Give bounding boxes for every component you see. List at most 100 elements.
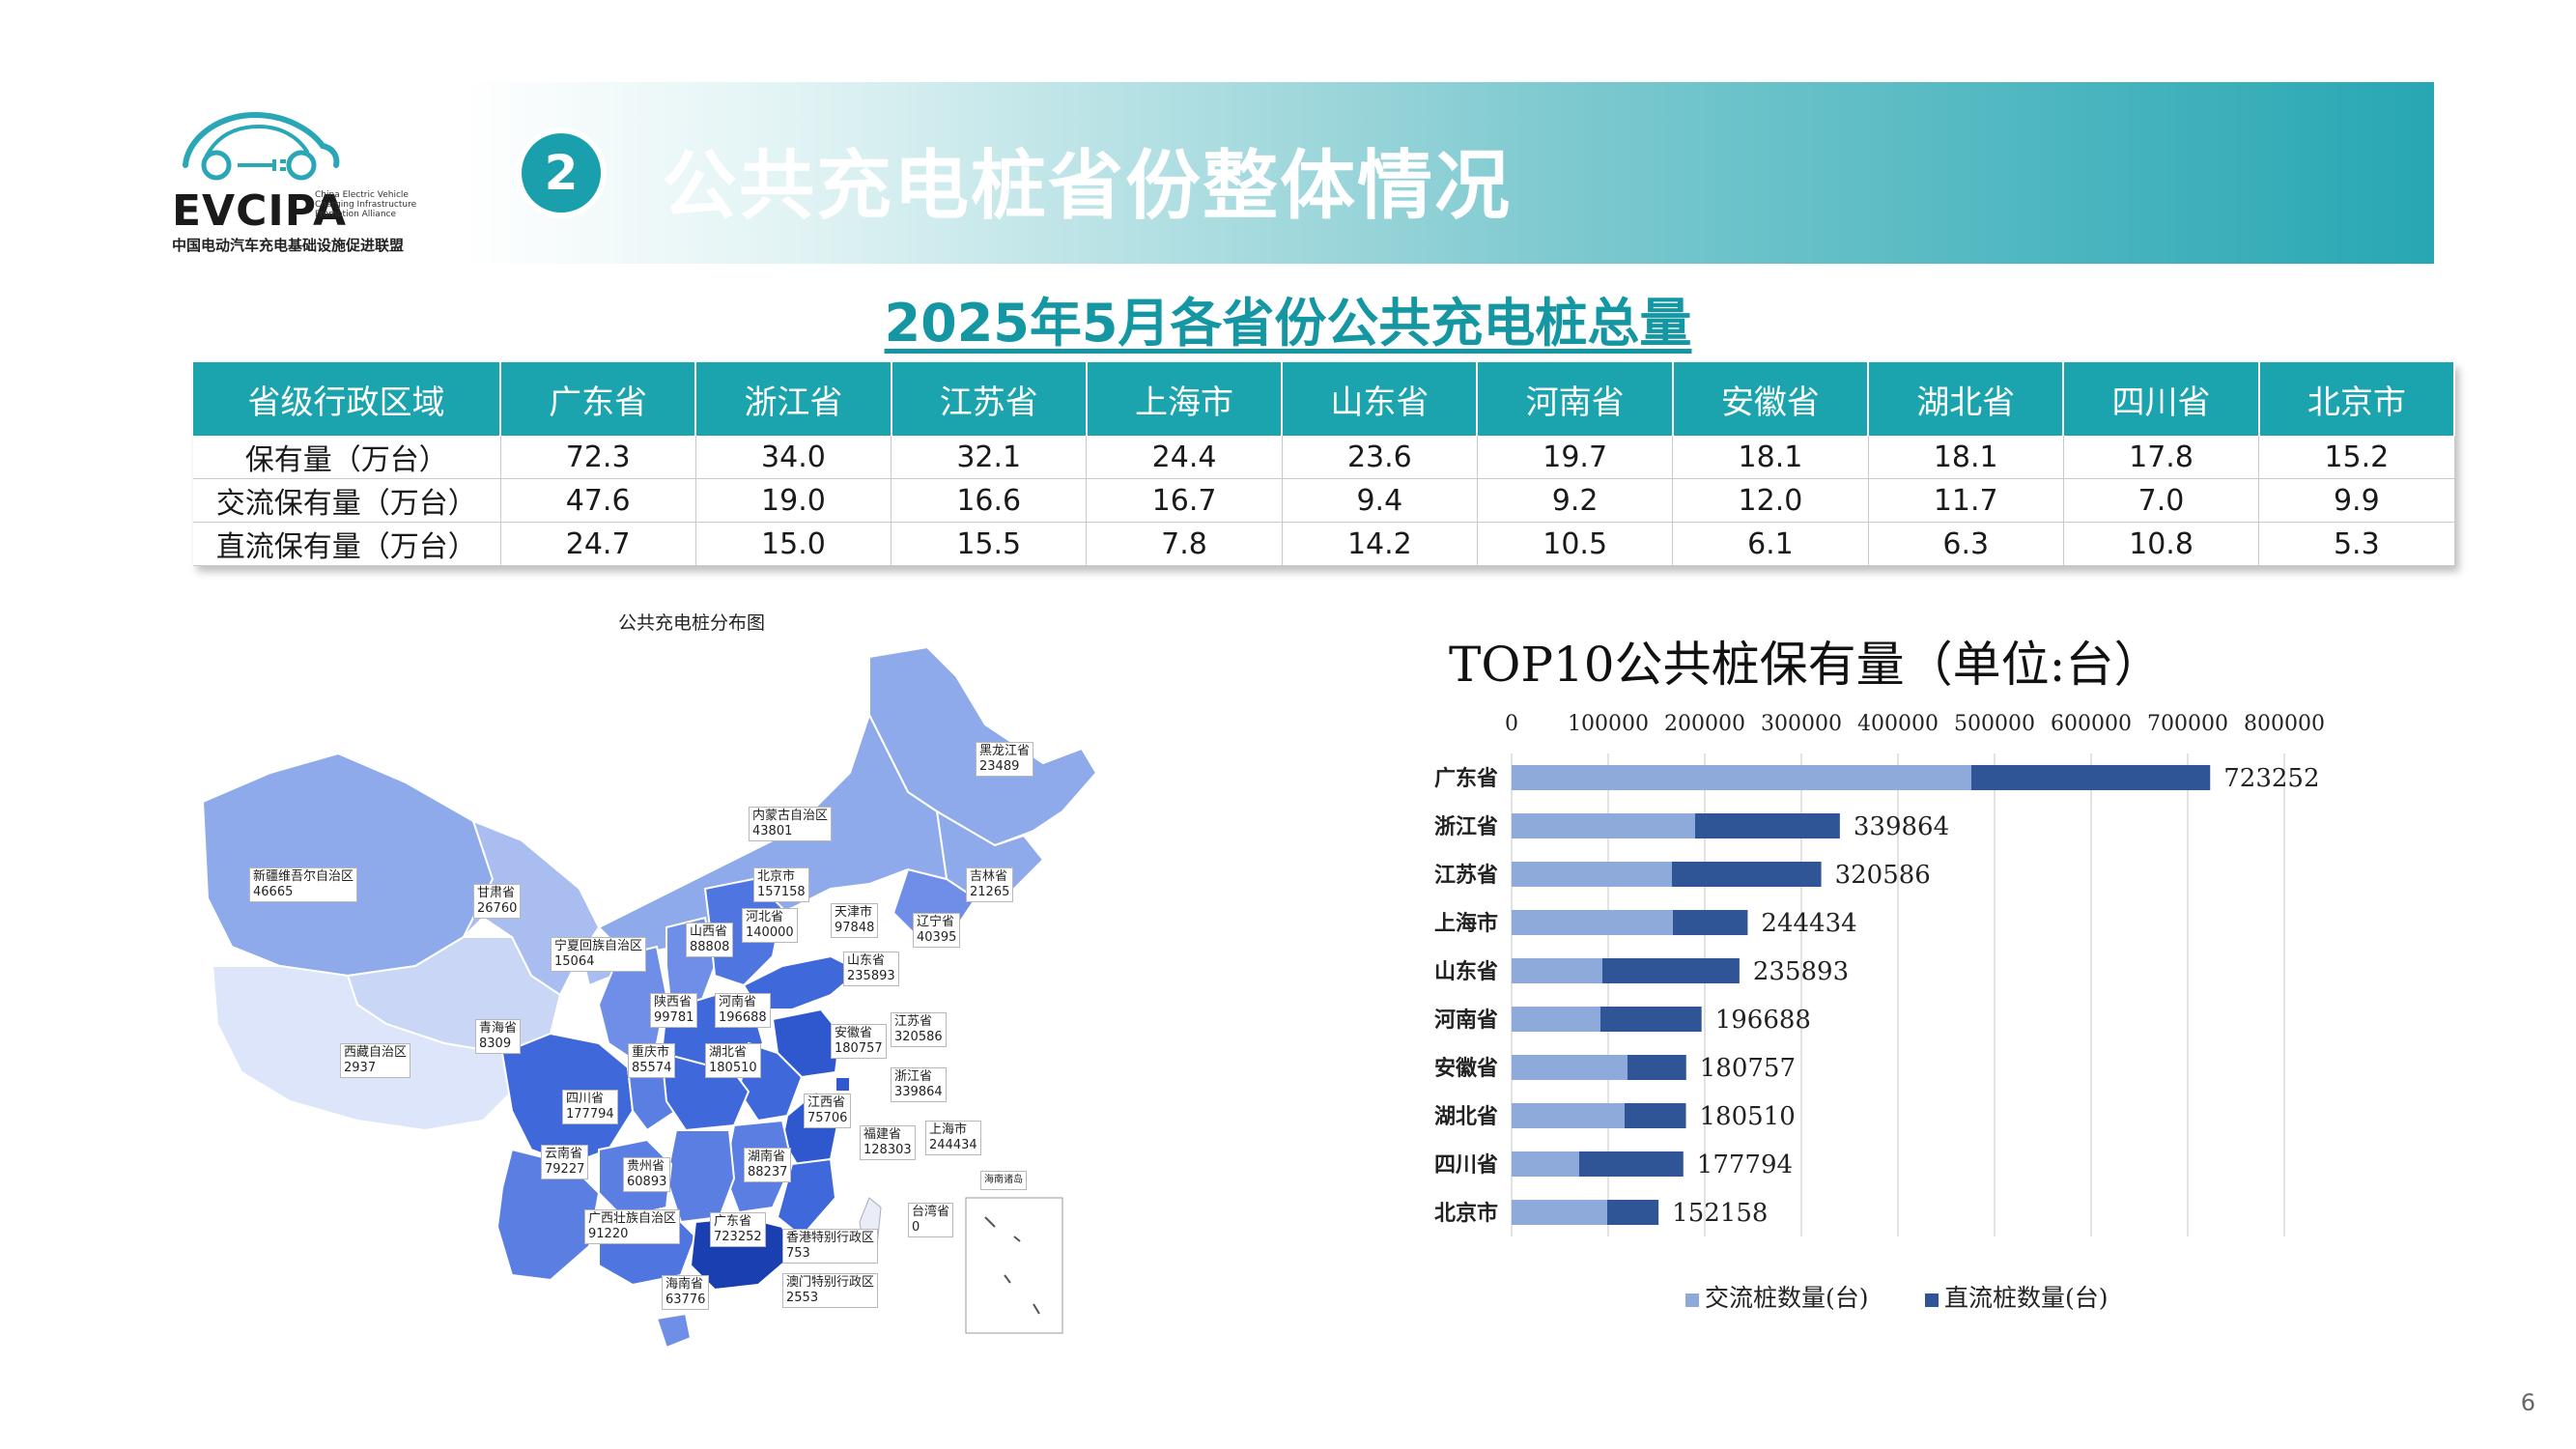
map-label-name: 海南省	[665, 1277, 704, 1292]
bar-segment-dc	[1607, 1200, 1659, 1225]
x-tick-label: 100000	[1568, 712, 1649, 736]
map-label-name: 上海市	[929, 1122, 968, 1137]
top10-bar-chart: 0 100000 200000 300000 400000 500000 600000 700…	[1434, 712, 2325, 1312]
table-cell: 9.9	[2258, 478, 2455, 523]
x-tick-label: 600000	[2051, 712, 2132, 736]
map-label-name: 新疆维吾尔自治区	[253, 869, 354, 884]
map-label: 重庆市 85574	[628, 1043, 676, 1078]
legend-label: 直流桩数量(台)	[1944, 1284, 2109, 1312]
bar-segment-ac	[1512, 1055, 1628, 1080]
map-label: 台湾省 0	[908, 1203, 954, 1237]
table-header-province: 湖北省	[1868, 362, 2065, 436]
map-label-name: 江西省	[807, 1095, 846, 1110]
table-row-label: 直流保有量（万台）	[193, 522, 501, 566]
table-cell: 15.5	[891, 522, 1088, 566]
map-label-name: 四川省	[566, 1092, 605, 1106]
map-label-value: 180757	[835, 1041, 883, 1056]
map-label-value: 2937	[344, 1061, 377, 1075]
map-label-name: 台湾省	[912, 1205, 950, 1219]
table-cell: 16.6	[891, 478, 1088, 523]
map-label-value: 180510	[709, 1061, 757, 1075]
map-label-name: 辽宁省	[917, 915, 955, 929]
map-label-name: 黑龙江省	[979, 744, 1031, 758]
map-region-fujian	[776, 1157, 837, 1238]
table-cell: 10.5	[1477, 522, 1674, 566]
table-cell: 15.0	[695, 522, 892, 566]
map-label-value: 88237	[748, 1165, 788, 1179]
map-label-value: 8309	[479, 1037, 512, 1051]
map-label-value: 43801	[752, 824, 793, 838]
bar-segment-dc	[1600, 1007, 1702, 1032]
table-header-province: 北京市	[2258, 362, 2456, 436]
map-label-value: 320586	[894, 1030, 943, 1044]
map-label-value: 235893	[847, 969, 895, 983]
map-label: 四川省 177794	[562, 1090, 618, 1124]
table-cell: 72.3	[500, 436, 696, 479]
map-label: 安徽省 180757	[831, 1024, 887, 1059]
map-label-name: 广东省	[714, 1214, 752, 1229]
map-label-value: 0	[912, 1220, 920, 1235]
table-cell: 7.0	[2063, 478, 2260, 523]
x-tick-label: 300000	[1761, 712, 1842, 736]
map-label: 新疆维吾尔自治区 46665	[249, 867, 358, 902]
y-category-label: 江苏省	[1434, 863, 1498, 888]
map-label-value: 60893	[627, 1175, 667, 1189]
bar-segment-dc	[1625, 1103, 1686, 1128]
table-header-province: 山东省	[1282, 362, 1479, 436]
map-region-hunan	[665, 1129, 736, 1224]
table-cell: 16.7	[1086, 478, 1283, 523]
map-label: 吉林省 21265	[966, 867, 1014, 902]
map-label: 北京市 157158	[753, 867, 809, 902]
map-label-name: 海南诸岛	[984, 1175, 1023, 1185]
table-header-province: 浙江省	[695, 362, 892, 436]
bar-segment-ac	[1512, 765, 1971, 790]
section-subtitle: 2025年5月各省份公共充电桩总量	[884, 293, 1692, 354]
map-label-value: 99781	[654, 1010, 694, 1025]
bar-segment-dc	[1628, 1055, 1686, 1080]
bar-total-label: 180757	[1700, 1054, 1796, 1083]
table-header-province: 江苏省	[891, 362, 1088, 436]
y-category-label: 浙江省	[1434, 815, 1498, 839]
map-label-name: 青海省	[479, 1021, 518, 1036]
table-cell: 17.8	[2063, 436, 2260, 479]
map-label-name: 吉林省	[970, 869, 1008, 884]
bar-segment-ac	[1512, 862, 1672, 887]
table-row-label: 保有量（万台）	[193, 436, 501, 479]
bar-segment-ac	[1512, 1151, 1579, 1177]
table-row-label: 交流保有量（万台）	[193, 478, 501, 523]
map-label: 内蒙古自治区 43801	[749, 807, 833, 841]
map-label-name: 浙江省	[894, 1069, 933, 1084]
car-logo-icon	[183, 111, 340, 181]
bar-total-label: 177794	[1697, 1151, 1793, 1179]
table-row: 直流保有量（万台） 24.7 15.0 15.5 7.8 14.2 10.5 6.1 6.3 10…	[193, 522, 2455, 566]
x-tick-label: 800000	[2244, 712, 2325, 736]
map-label-value: 177794	[566, 1107, 614, 1122]
map-region-hainan	[655, 1312, 693, 1350]
table-cell: 23.6	[1282, 436, 1478, 479]
logo-org-en: EVCIPA	[172, 186, 348, 236]
map-label-value: 46665	[253, 885, 294, 899]
map-label: 西藏自治区 2937	[340, 1043, 411, 1078]
logo-sub-line: Promotion Alliance	[315, 210, 397, 219]
x-tick-label: 0	[1505, 712, 1518, 736]
header-banner	[464, 82, 2434, 264]
logo-sub-line: Charging Infrastructure	[315, 200, 417, 210]
map-label: 辽宁省 40395	[913, 913, 961, 948]
bar-segment-dc	[1672, 862, 1822, 887]
bar-segment-dc	[1673, 910, 1748, 935]
page-number: 6	[2520, 1389, 2535, 1416]
map-label-value: 63776	[665, 1293, 706, 1307]
map-label-value: 97848	[835, 921, 875, 935]
map-label-value: 40395	[917, 930, 957, 945]
map-label: 天津市 97848	[831, 903, 879, 938]
table-cell: 18.1	[1672, 436, 1869, 479]
map-label: 江西省 75706	[804, 1094, 852, 1128]
table-cell: 34.0	[695, 436, 892, 479]
map-label-value: 128303	[863, 1143, 912, 1157]
x-tick-label: 200000	[1664, 712, 1745, 736]
map-label-name: 西藏自治区	[344, 1045, 408, 1060]
page-title: 公共充电桩省份整体情况	[662, 143, 1513, 230]
bar-total-label: 196688	[1715, 1006, 1811, 1035]
y-category-label: 上海市	[1434, 911, 1498, 936]
map-label-name: 山东省	[847, 953, 886, 968]
